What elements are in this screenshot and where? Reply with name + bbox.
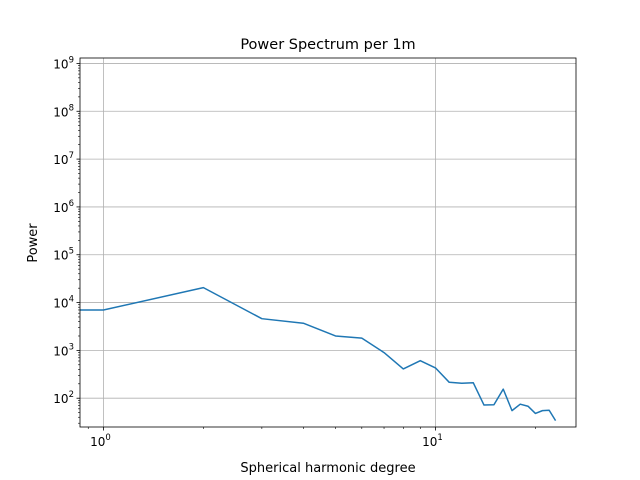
major-ticks (76, 63, 436, 431)
series-lines (80, 286, 557, 422)
plot-area (80, 58, 576, 427)
grid-lines (80, 58, 576, 427)
y-tick-label: 106 (53, 199, 74, 215)
y-tick-label: 104 (53, 295, 74, 311)
y-tick-label: 103 (53, 342, 74, 358)
y-tick-label: 109 (53, 55, 74, 71)
y-tick-label: 108 (53, 103, 74, 119)
y-tick-label: 102 (53, 390, 74, 406)
x-tick-label: 101 (422, 433, 443, 449)
series-line-1 (80, 286, 557, 422)
y-tick-label: 105 (53, 247, 74, 263)
x-tick-label: 100 (90, 433, 111, 449)
y-axis-label: Power (26, 223, 41, 263)
y-tick-labels: 102 103 104 105 106 107 108 109 (53, 55, 74, 406)
chart-title: Power Spectrum per 1m (240, 37, 415, 53)
y-tick-label: 107 (53, 151, 74, 167)
plot-frame (79, 57, 577, 428)
x-tick-labels: 100 101 (90, 433, 443, 449)
x-axis-label: Spherical harmonic degree (240, 461, 415, 476)
